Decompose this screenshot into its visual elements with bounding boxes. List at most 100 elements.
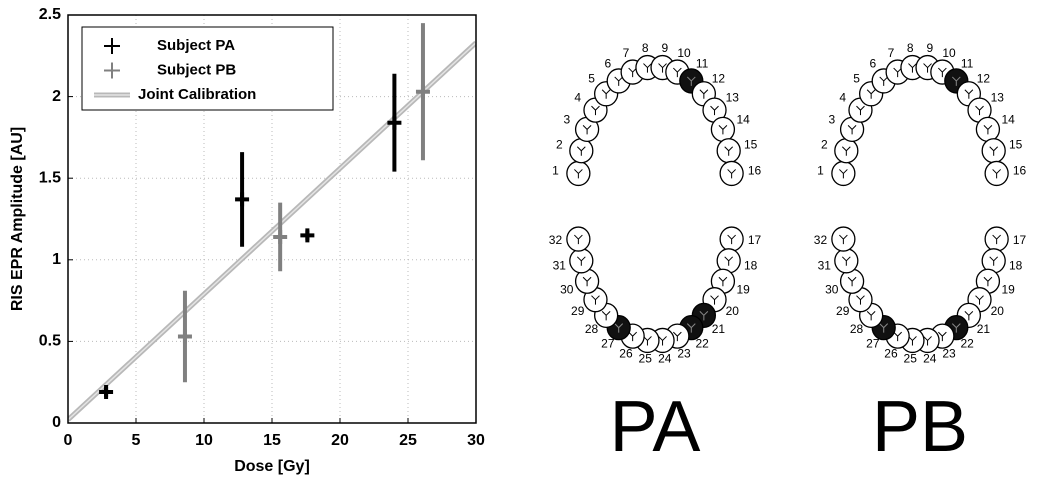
tooth-number: 5 [853,71,860,85]
tooth-number: 26 [619,346,633,360]
tooth-number: 25 [639,352,653,366]
tooth-number: 28 [850,322,864,336]
tooth-number: 11 [696,56,709,70]
tooth-groove [951,76,961,86]
y-tick-label: 0.5 [39,333,61,350]
tooth-groove [964,310,974,321]
tooth-number: 3 [563,113,570,127]
tooth-number: 24 [923,352,937,366]
tooth-number: 15 [1009,137,1023,151]
y-tick-label: 0 [52,414,61,431]
tooth-groove [672,331,682,342]
point-marker [415,84,430,99]
tooth-number: 10 [677,46,691,60]
tooth-groove [847,125,857,135]
tooth-groove [856,295,865,305]
tooth-number: 19 [737,282,751,296]
tooth-number: 28 [585,322,599,336]
tooth-number: 15 [744,137,758,151]
legend-label: Subject PA [157,37,235,54]
tooth-number: 23 [942,346,956,360]
tooth-number: 12 [977,71,991,85]
tooth-number: 21 [977,322,991,336]
x-tick-label: 20 [331,432,349,449]
tooth-groove [983,125,993,135]
tooth-groove [614,76,624,86]
diagram-label: PA [610,387,701,467]
tooth-groove [975,105,984,116]
tooth-groove [718,276,728,287]
point-marker [273,229,288,244]
tooth-number: 26 [884,346,898,360]
tooth-groove [727,169,736,179]
tooth-number: 10 [942,46,956,60]
tooth-groove [975,295,984,305]
tooth-groove [574,234,583,245]
tooth-number: 32 [814,233,828,247]
tooth-groove [658,63,667,73]
tooth-number: 20 [726,304,740,318]
tooth-groove [992,169,1001,179]
tooth-groove [601,89,611,99]
diagram-label: PB [872,387,968,467]
tooth-number: 9 [661,41,668,55]
tooth-number: 21 [712,322,726,336]
tooth-number: 1 [552,164,559,178]
tooth-groove [989,146,999,156]
tooth-groove [718,125,728,135]
tooth-number: 16 [748,164,762,178]
tooth-number: 7 [888,46,895,60]
tooth-groove [727,234,736,245]
tooth-groove [710,105,719,116]
tooth-number: 18 [744,258,758,272]
tooth-groove [672,67,682,78]
y-tick-label: 1.5 [39,169,61,186]
tooth-groove [992,234,1001,245]
y-tick-label: 1 [52,251,61,268]
tooth-groove [856,105,865,116]
plot [68,23,476,422]
x-tick-label: 30 [467,432,485,449]
x-tick-label: 15 [263,432,281,449]
tooth-groove [591,295,600,305]
legend-marker [104,62,120,79]
tooth-groove [574,169,583,179]
tooth-number: 22 [960,337,974,351]
y-axis-label: RIS EPR Amplitude [AU] [9,127,26,311]
tooth-number: 22 [695,337,709,351]
tooth-number: 27 [866,337,880,351]
tooth-groove [710,295,719,305]
tooth-groove [628,67,638,78]
tooth-number: 3 [828,113,835,127]
tooth-groove [614,323,624,333]
tooth-groove [628,331,638,342]
point-marker [235,192,250,207]
tooth-number: 8 [907,41,914,55]
tooth-number: 30 [825,282,839,296]
tooth-number: 6 [870,56,877,70]
tooth-groove [983,276,993,287]
tooth-number: 8 [642,41,649,55]
point-marker [300,228,315,243]
tooth-number: 32 [549,233,563,247]
calibration-line-core [68,42,476,421]
tooth-groove [989,256,999,266]
tooth-groove [951,323,961,333]
tooth-number: 25 [904,352,918,366]
tooth-number: 24 [658,352,672,366]
tooth-groove [866,89,876,99]
tooth-groove [841,146,851,156]
tooth-groove [839,169,848,179]
tooth-groove [923,63,932,73]
tooth-groove [866,310,876,321]
tooth-groove [893,67,903,78]
tooth-number: 2 [556,137,563,151]
tooth-number: 31 [553,258,567,272]
tooth-number: 14 [737,113,751,127]
tooth-number: 12 [712,71,726,85]
x-tick-label: 5 [132,432,141,449]
tooth-groove [724,256,734,266]
